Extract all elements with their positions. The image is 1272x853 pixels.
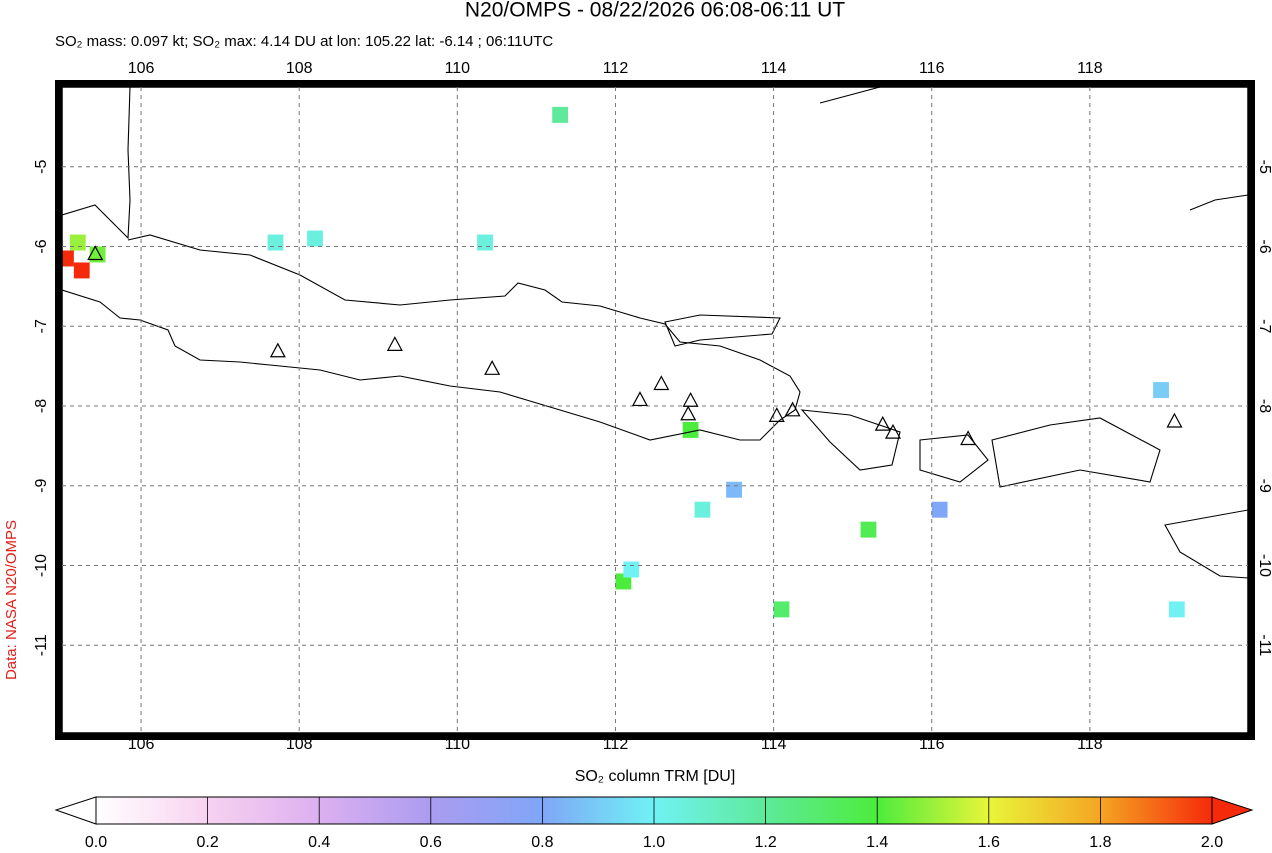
- volcano: [87, 245, 104, 261]
- coastline: [664, 314, 781, 347]
- volcano: [680, 405, 697, 421]
- x-tick-label: 114: [761, 736, 787, 753]
- so2-pixel: [860, 521, 877, 538]
- y-tick-label: -8: [1256, 399, 1272, 413]
- volcano: [884, 423, 901, 439]
- colorbar-label: SO₂ column TRM [DU]: [575, 768, 736, 785]
- frame-strip: [55, 80, 1255, 87]
- x-tick-label: 116: [919, 60, 945, 77]
- volcano: [269, 342, 286, 358]
- volcano: [484, 360, 501, 375]
- volcano: [386, 336, 403, 351]
- y-tick-label: -9: [1256, 479, 1272, 493]
- so2-pixel: [552, 106, 569, 123]
- colorbar-tick-label: 1.0: [643, 834, 665, 851]
- colorbar-over: [1211, 796, 1254, 825]
- y-tick-label: -11: [1256, 634, 1272, 656]
- coastline: [800, 409, 901, 471]
- colorbar-tick-label: 1.8: [1089, 834, 1111, 851]
- chart-title: N20/OMPS - 08/22/2026 06:08-06:11 UT: [465, 0, 845, 22]
- so2-pixel: [62, 250, 74, 267]
- coastlines: [62, 87, 1248, 579]
- x-tick-label: 106: [128, 60, 155, 77]
- coastline: [991, 417, 1161, 488]
- frame-strip: [1248, 80, 1255, 740]
- so2-pixel: [477, 234, 493, 251]
- volcano: [682, 391, 699, 407]
- volcano: [960, 430, 977, 446]
- x-tick-label: 108: [286, 736, 313, 753]
- volcano: [874, 415, 891, 431]
- so2-pixel: [1168, 601, 1185, 618]
- so2-pixel: [623, 561, 640, 578]
- frame-strip: [55, 733, 1255, 740]
- so2-pixel: [69, 234, 86, 251]
- frame-strips: [55, 80, 1255, 740]
- y-tick-label: -11: [33, 634, 50, 656]
- volcano: [768, 407, 785, 422]
- y-tick-label: -7: [33, 319, 50, 333]
- subtitle: SO₂ mass: 0.097 kt; SO₂ max: 4.14 DU at …: [55, 33, 553, 50]
- colorbar-tick-label: 0.6: [420, 834, 442, 851]
- colorbar-under: [54, 796, 97, 825]
- colorbar-tick-label: 1.6: [978, 834, 1000, 851]
- x-tick-label: 110: [445, 736, 471, 753]
- x-tick-label: 112: [603, 60, 629, 77]
- so2-pixel: [931, 501, 948, 518]
- volcano: [653, 375, 670, 391]
- y-tick-label: -10: [1256, 554, 1272, 577]
- y-tick-label: -8: [33, 399, 50, 413]
- so2-pixel: [73, 262, 90, 279]
- colorbar-tick-label: 1.4: [866, 834, 888, 851]
- y-tick-label: -6: [33, 239, 50, 253]
- so2-pixel: [682, 421, 699, 438]
- x-tick-label: 106: [128, 736, 155, 753]
- y-tick-label: -5: [1256, 160, 1272, 174]
- x-tick-label: 112: [603, 736, 629, 753]
- so2-pixel: [1153, 382, 1169, 399]
- y-tick-label: -9: [33, 479, 50, 493]
- colorbar-tick-label: 0.8: [531, 834, 553, 851]
- x-tick-label: 116: [919, 736, 945, 753]
- x-tick-label: 118: [1077, 60, 1103, 77]
- frame-strip: [55, 80, 62, 740]
- volcano: [784, 401, 801, 417]
- volcano: [1166, 412, 1183, 428]
- colorbar-tick-label: 0.4: [308, 834, 330, 851]
- colorbar-tick-label: 1.2: [754, 834, 776, 851]
- map-area: [62, 106, 1185, 618]
- coastline: [62, 87, 131, 240]
- coastline: [819, 87, 1248, 211]
- credit: Data: NASA N20/OMPS: [3, 520, 20, 680]
- y-tick-label: -6: [1256, 239, 1272, 253]
- so2-pixel: [773, 601, 790, 618]
- y-tick-label: -7: [1256, 319, 1272, 333]
- volcano: [631, 391, 648, 407]
- x-tick-label: 118: [1077, 736, 1103, 753]
- coastline: [919, 434, 989, 483]
- colorbar-tick-label: 2.0: [1201, 834, 1223, 851]
- so2-pixel: [307, 230, 323, 247]
- colorbar-tick-label: 0.0: [85, 834, 107, 851]
- coastline: [62, 234, 801, 441]
- so2-pixel: [694, 501, 711, 518]
- so2-pixel: [726, 481, 742, 498]
- x-tick-label: 114: [761, 60, 787, 77]
- x-tick-label: 110: [445, 60, 471, 77]
- y-tick-label: -5: [33, 160, 50, 174]
- map-frame: [61, 86, 1249, 734]
- colorbar-tick-label: 0.2: [196, 834, 218, 851]
- y-tick-label: -10: [33, 554, 50, 577]
- coastline: [1164, 509, 1248, 579]
- so2-pixel: [267, 234, 284, 251]
- x-tick-label: 108: [286, 60, 313, 77]
